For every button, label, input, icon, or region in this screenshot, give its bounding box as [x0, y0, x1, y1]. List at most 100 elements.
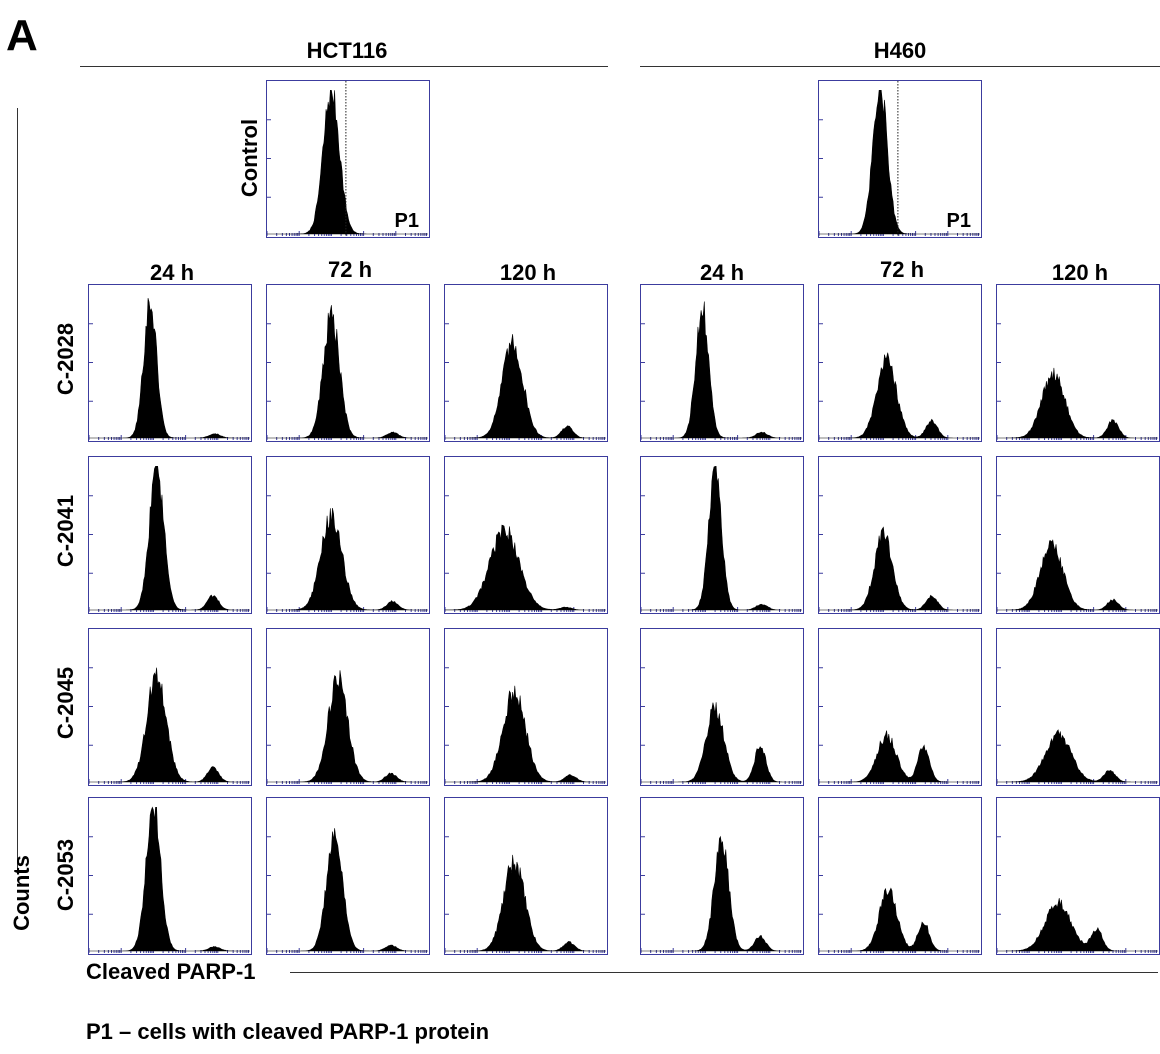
histogram-series	[267, 90, 428, 235]
histogram-series	[267, 670, 428, 783]
histogram-hct116-control: P1	[266, 80, 430, 238]
histogram-series	[445, 854, 606, 952]
histogram-series	[641, 702, 802, 783]
histogram-h460-c-2041-72h	[818, 456, 982, 614]
histogram-hct116-c-2041-24h	[88, 456, 252, 614]
histogram-hct116-c-2041-72h	[266, 456, 430, 614]
histogram-hct116-c-2045-72h	[266, 628, 430, 786]
histogram-h460-c-2041-120h-svg	[997, 495, 1158, 612]
histogram-series	[445, 524, 606, 611]
histogram-hct116-c-2028-24h	[88, 284, 252, 442]
histogram-series	[997, 367, 1158, 439]
histogram-hct116-c-2028-120h-svg	[445, 323, 606, 440]
counts-axis-line	[17, 108, 18, 868]
compound-label-c2028: C-2028	[53, 322, 78, 396]
histogram-series	[997, 898, 1158, 952]
histogram-h460-c-2045-72h	[818, 628, 982, 786]
histogram-hct116-c-2028-120h	[444, 284, 608, 442]
histogram-h460-c-2045-24h-svg	[641, 667, 802, 784]
time-label-h460-0: 24 h	[699, 260, 745, 285]
group-title-h460: H460	[873, 38, 927, 63]
histogram-h460-c-2053-24h	[640, 797, 804, 955]
histogram-series	[819, 526, 980, 611]
histogram-hct116-c-2041-120h	[444, 456, 608, 614]
histogram-h460-c-2053-72h	[818, 797, 982, 955]
x-ticks	[445, 435, 606, 440]
control-label-hct116: Control	[237, 118, 262, 198]
time-label-h460-2: 120 h	[1051, 260, 1109, 285]
y-axis-label: Counts	[9, 855, 34, 931]
panel-letter: A	[6, 11, 38, 60]
histogram-hct116-c-2045-24h-svg	[89, 667, 250, 784]
histogram-h460-c-2053-120h-svg	[997, 836, 1158, 953]
p1-gate-label: P1	[394, 210, 419, 232]
histogram-h460-control-svg	[819, 81, 980, 236]
histogram-h460-c-2053-72h-svg	[819, 836, 980, 953]
histogram-h460-control: P1	[818, 80, 982, 238]
histogram-hct116-c-2045-120h	[444, 628, 608, 786]
x-ticks	[267, 231, 428, 236]
x-axis-label: Cleaved PARP-1	[86, 959, 256, 984]
histogram-h460-c-2041-72h-svg	[819, 495, 980, 612]
histogram-hct116-c-2053-72h-svg	[267, 828, 428, 953]
histogram-h460-c-2028-120h	[996, 284, 1160, 442]
time-label-hct116-2: 120 h	[499, 260, 557, 285]
time-label-h460-1: 72 h	[879, 257, 925, 282]
histogram-series	[819, 887, 980, 952]
group-line-hct116	[80, 66, 608, 67]
histogram-hct116-c-2028-72h-svg	[267, 305, 428, 440]
histogram-hct116-c-2028-72h	[266, 284, 430, 442]
histogram-h460-c-2045-72h-svg	[819, 667, 980, 784]
histogram-hct116-c-2041-120h-svg	[445, 495, 606, 612]
group-line-h460	[640, 66, 1160, 67]
histogram-series	[819, 730, 980, 783]
histogram-series	[267, 508, 428, 611]
histogram-hct116-c-2045-72h-svg	[267, 667, 428, 784]
histogram-series	[997, 729, 1158, 783]
histogram-h460-c-2028-24h	[640, 284, 804, 442]
histogram-series	[641, 465, 802, 611]
histogram-series	[445, 334, 606, 439]
histogram-h460-c-2041-24h-svg	[641, 465, 802, 612]
histogram-hct116-c-2053-120h-svg	[445, 836, 606, 953]
histogram-h460-c-2053-24h-svg	[641, 835, 802, 953]
compound-label-c2053: C-2053	[53, 838, 78, 912]
histogram-hct116-c-2028-24h-svg	[89, 298, 250, 440]
histogram-hct116-c-2053-24h	[88, 797, 252, 955]
histogram-h460-c-2041-24h	[640, 456, 804, 614]
p1-gate-label: P1	[946, 210, 971, 232]
histogram-hct116-c-2053-24h-svg	[89, 806, 250, 953]
histogram-hct116-c-2041-72h-svg	[267, 495, 428, 612]
histogram-series	[89, 806, 250, 952]
compound-label-c2041: C-2041	[53, 494, 78, 568]
histogram-series	[819, 352, 980, 439]
histogram-hct116-control-svg	[267, 81, 428, 236]
histogram-hct116-c-2045-24h	[88, 628, 252, 786]
histogram-h460-c-2028-72h-svg	[819, 323, 980, 440]
compound-label-c2045: C-2045	[53, 666, 78, 740]
x-axis-line	[290, 972, 1158, 973]
histogram-series	[997, 539, 1158, 611]
histogram-h460-c-2028-120h-svg	[997, 323, 1158, 440]
histogram-h460-c-2045-24h	[640, 628, 804, 786]
time-label-hct116-0: 24 h	[149, 260, 195, 285]
histogram-hct116-c-2053-120h	[444, 797, 608, 955]
histogram-series	[267, 305, 428, 439]
histogram-series	[267, 828, 428, 952]
histogram-h460-c-2045-120h-svg	[997, 667, 1158, 784]
histogram-hct116-c-2053-72h	[266, 797, 430, 955]
histogram-series	[641, 301, 802, 439]
histogram-h460-c-2041-120h	[996, 456, 1160, 614]
histogram-series	[89, 298, 250, 439]
histogram-series	[641, 835, 802, 952]
group-title-hct116: HCT116	[306, 38, 388, 63]
histogram-h460-c-2028-24h-svg	[641, 301, 802, 440]
footnote: P1 – cells with cleaved PARP-1 protein	[86, 1019, 490, 1044]
histogram-series	[445, 685, 606, 783]
x-ticks	[89, 779, 250, 784]
histogram-hct116-c-2045-120h-svg	[445, 667, 606, 784]
histogram-h460-c-2028-72h	[818, 284, 982, 442]
time-label-hct116-1: 72 h	[327, 257, 373, 282]
histogram-h460-c-2053-120h	[996, 797, 1160, 955]
histogram-series	[819, 90, 980, 235]
